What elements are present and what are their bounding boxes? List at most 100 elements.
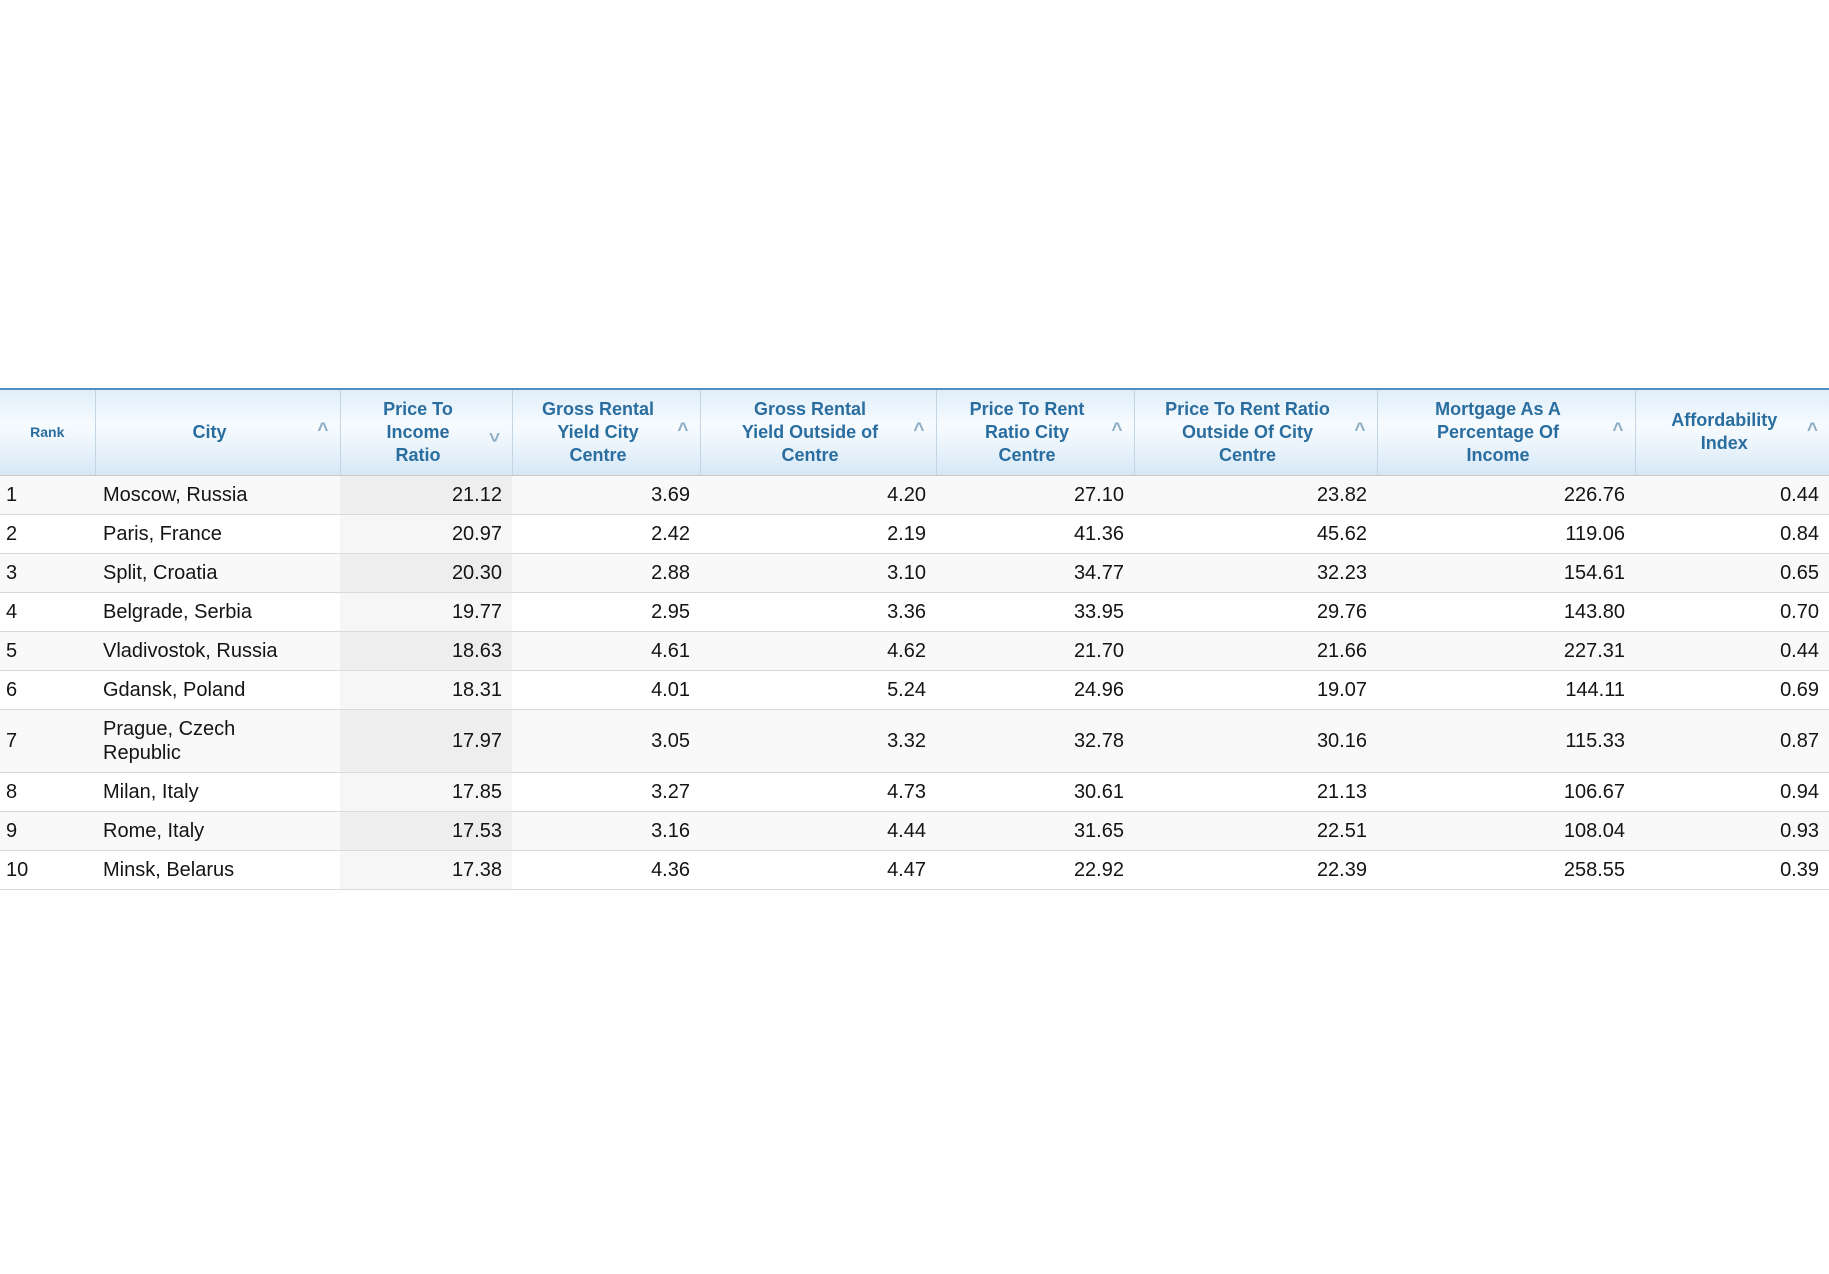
cell-affordability-index: 0.44 <box>1635 475 1829 515</box>
cell-gross-rental-yield-outside-of-centre: 3.10 <box>700 553 936 593</box>
cell-gross-rental-yield-city-centre: 3.05 <box>512 709 700 773</box>
column-header-label: Affordability Index <box>1671 410 1778 454</box>
table-row: 10 Minsk, Belarus 17.38 4.36 4.47 22.92 22.39 2… <box>0 850 1829 890</box>
sort-descending-icon: ^ <box>489 423 501 445</box>
cell-gross-rental-yield-city-centre: 2.88 <box>512 553 700 593</box>
cell-price-to-rent-ratio-city-centre: 21.70 <box>936 631 1134 671</box>
column-header-label: Price To Income Ratio <box>383 398 453 465</box>
cell-city: Prague, Czech Republic <box>95 709 340 773</box>
cell-price-to-rent-ratio-city-centre: 41.36 <box>936 514 1134 554</box>
table-header-row: Rank City ^ Price To Income Ratio ^ Gross Ren… <box>0 388 1829 476</box>
column-header-label: Price To Rent Ratio Outside Of City Cent… <box>1165 398 1330 465</box>
sort-ascending-icon: ^ <box>677 420 689 442</box>
cell-price-to-income-ratio: 20.30 <box>340 553 512 593</box>
cell-city: Rome, Italy <box>95 811 340 851</box>
cell-mortgage-as-a-percentage-of-income: 258.55 <box>1377 850 1635 890</box>
cell-city: Paris, France <box>95 514 340 554</box>
cell-price-to-rent-ratio-outside-of-city-centre: 32.23 <box>1134 553 1377 593</box>
cell-gross-rental-yield-city-centre: 2.95 <box>512 592 700 632</box>
cell-price-to-income-ratio: 18.31 <box>340 670 512 710</box>
city-name: Milan, Italy <box>103 780 199 803</box>
cell-price-to-rent-ratio-city-centre: 30.61 <box>936 772 1134 812</box>
cell-price-to-rent-ratio-city-centre: 33.95 <box>936 592 1134 632</box>
city-name: Vladivostok, Russia <box>103 639 278 662</box>
column-header-gross-rental-yield-city-centre[interactable]: Gross Rental Yield City Centre ^ <box>511 388 700 476</box>
city-name: Belgrade, Serbia <box>103 600 252 623</box>
cell-price-to-income-ratio: 19.77 <box>340 592 512 632</box>
sort-ascending-icon: ^ <box>913 420 925 442</box>
cell-mortgage-as-a-percentage-of-income: 154.61 <box>1377 553 1635 593</box>
cell-gross-rental-yield-outside-of-centre: 4.47 <box>700 850 936 890</box>
table-body: 1 Moscow, Russia 21.12 3.69 4.20 27.10 23.82 22… <box>0 475 1829 890</box>
cell-gross-rental-yield-city-centre: 3.27 <box>512 772 700 812</box>
city-name: Moscow, Russia <box>103 483 248 506</box>
cell-city: Gdansk, Poland <box>95 670 340 710</box>
cell-price-to-income-ratio: 20.97 <box>340 514 512 554</box>
table-row: 8 Milan, Italy 17.85 3.27 4.73 30.61 21.13 106.… <box>0 772 1829 812</box>
cell-gross-rental-yield-outside-of-centre: 4.20 <box>700 475 936 515</box>
cell-rank: 1 <box>0 475 95 515</box>
column-header-label: Gross Rental Yield City Centre <box>541 398 655 465</box>
cell-gross-rental-yield-city-centre: 2.42 <box>512 514 700 554</box>
column-header-mortgage-as-a-percentage-of-income[interactable]: Mortgage As A Percentage Of Income ^ <box>1376 388 1635 476</box>
cell-mortgage-as-a-percentage-of-income: 106.67 <box>1377 772 1635 812</box>
cell-rank: 2 <box>0 514 95 554</box>
city-name: Minsk, Belarus <box>103 858 235 881</box>
column-header-label: Rank <box>30 423 65 440</box>
cell-mortgage-as-a-percentage-of-income: 144.11 <box>1377 670 1635 710</box>
table-row: 3 Split, Croatia 20.30 2.88 3.10 34.77 32.23 15… <box>0 553 1829 593</box>
column-header-price-to-income-ratio[interactable]: Price To Income Ratio ^ <box>339 388 512 476</box>
column-header-rank: Rank <box>0 388 95 476</box>
column-header-city[interactable]: City ^ <box>94 388 340 476</box>
cell-gross-rental-yield-outside-of-centre: 3.32 <box>700 709 936 773</box>
cell-rank: 8 <box>0 772 95 812</box>
cell-gross-rental-yield-outside-of-centre: 4.62 <box>700 631 936 671</box>
city-name: Prague, Czech Republic <box>103 717 236 764</box>
cell-price-to-rent-ratio-outside-of-city-centre: 21.13 <box>1134 772 1377 812</box>
cell-rank: 5 <box>0 631 95 671</box>
cell-rank: 3 <box>0 553 95 593</box>
cell-price-to-income-ratio: 17.97 <box>340 709 512 773</box>
cell-affordability-index: 0.65 <box>1635 553 1829 593</box>
column-header-label: Mortgage As A Percentage Of Income <box>1435 398 1561 465</box>
cell-price-to-income-ratio: 18.63 <box>340 631 512 671</box>
cell-city: Vladivostok, Russia <box>95 631 340 671</box>
city-name: Rome, Italy <box>103 819 205 842</box>
cell-price-to-rent-ratio-outside-of-city-centre: 29.76 <box>1134 592 1377 632</box>
column-header-price-to-rent-ratio-outside-of-city-centre[interactable]: Price To Rent Ratio Outside Of City Cent… <box>1133 388 1377 476</box>
cell-gross-rental-yield-city-centre: 4.61 <box>512 631 700 671</box>
cell-price-to-income-ratio: 21.12 <box>340 475 512 515</box>
cell-price-to-rent-ratio-city-centre: 32.78 <box>936 709 1134 773</box>
cell-city: Belgrade, Serbia <box>95 592 340 632</box>
cell-affordability-index: 0.84 <box>1635 514 1829 554</box>
table-row: 1 Moscow, Russia 21.12 3.69 4.20 27.10 23.82 22… <box>0 475 1829 515</box>
cell-price-to-rent-ratio-outside-of-city-centre: 22.39 <box>1134 850 1377 890</box>
cell-price-to-rent-ratio-outside-of-city-centre: 30.16 <box>1134 709 1377 773</box>
cell-affordability-index: 0.70 <box>1635 592 1829 632</box>
column-header-label: Price To Rent Ratio City Centre <box>969 398 1085 465</box>
cell-rank: 10 <box>0 850 95 890</box>
cell-price-to-income-ratio: 17.53 <box>340 811 512 851</box>
cell-city: Milan, Italy <box>95 772 340 812</box>
column-header-gross-rental-yield-outside-of-centre[interactable]: Gross Rental Yield Outside of Centre ^ <box>699 388 936 476</box>
cell-mortgage-as-a-percentage-of-income: 115.33 <box>1377 709 1635 773</box>
column-header-affordability-index[interactable]: Affordability Index ^ <box>1634 388 1829 476</box>
cell-rank: 4 <box>0 592 95 632</box>
cell-gross-rental-yield-outside-of-centre: 4.44 <box>700 811 936 851</box>
cell-affordability-index: 0.44 <box>1635 631 1829 671</box>
cell-price-to-rent-ratio-city-centre: 34.77 <box>936 553 1134 593</box>
table-row: 6 Gdansk, Poland 18.31 4.01 5.24 24.96 19.07 14… <box>0 670 1829 710</box>
cell-gross-rental-yield-city-centre: 3.16 <box>512 811 700 851</box>
cell-price-to-rent-ratio-city-centre: 24.96 <box>936 670 1134 710</box>
sort-ascending-icon: ^ <box>1612 420 1624 442</box>
cell-gross-rental-yield-city-centre: 3.69 <box>512 475 700 515</box>
table-row: 5 Vladivostok, Russia 18.63 4.61 4.62 21.70 21… <box>0 631 1829 671</box>
table-header: Rank City ^ Price To Income Ratio ^ Gross Ren… <box>0 388 1829 476</box>
city-name: Gdansk, Poland <box>103 678 246 701</box>
column-header-price-to-rent-ratio-city-centre[interactable]: Price To Rent Ratio City Centre ^ <box>935 388 1134 476</box>
cell-mortgage-as-a-percentage-of-income: 119.06 <box>1377 514 1635 554</box>
cell-price-to-income-ratio: 17.38 <box>340 850 512 890</box>
column-header-label: City <box>192 421 227 442</box>
cell-price-to-rent-ratio-city-centre: 22.92 <box>936 850 1134 890</box>
cell-price-to-rent-ratio-outside-of-city-centre: 22.51 <box>1134 811 1377 851</box>
